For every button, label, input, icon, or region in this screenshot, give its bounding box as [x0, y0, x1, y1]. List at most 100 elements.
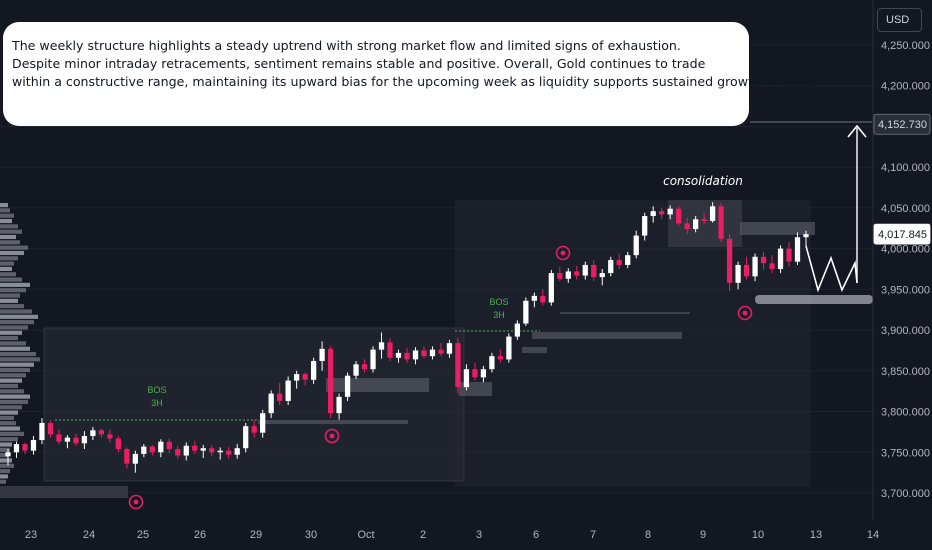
marker-circle-4: [737, 305, 753, 321]
candle: [565, 268, 571, 283]
candle: [438, 343, 444, 357]
y-tick-label: 4,050.000: [881, 203, 930, 215]
volume-bar: [0, 325, 28, 330]
volume-bar: [0, 453, 8, 458]
candle: [506, 333, 512, 363]
candle: [370, 346, 376, 373]
candle: [234, 444, 240, 459]
analysis-note[interactable]: The weekly structure highlights a steady…: [3, 22, 819, 126]
target-zone: [755, 295, 873, 304]
svg-text:4,152.730: 4,152.730: [878, 119, 927, 131]
volume-bar: [0, 266, 12, 271]
volume-bar: [0, 272, 16, 277]
price-label: 4,152.730: [873, 113, 931, 135]
bos-label-1: BOS: [147, 385, 166, 395]
volume-bar: [0, 426, 20, 431]
candle: [472, 362, 478, 381]
y-tick-label: 3,950.000: [881, 284, 930, 296]
x-tick-label: 24: [83, 529, 95, 541]
time-axis[interactable]: 23 24 25 26 29 30 Oct 2 3 6 7 8 9 10 13 14: [25, 529, 879, 541]
candle: [200, 444, 206, 458]
candle: [463, 364, 470, 391]
volume-bar: [0, 442, 12, 447]
candle: [684, 217, 690, 234]
x-tick-label: 2: [420, 529, 426, 541]
volume-bar: [0, 415, 14, 420]
y-tick-label: 4,200.000: [881, 81, 930, 93]
candle: [599, 269, 605, 286]
y-tick-label: 3,900.000: [881, 325, 930, 337]
candle: [81, 431, 88, 450]
candle: [277, 383, 283, 406]
volume-bar: [0, 250, 24, 256]
candle: [132, 450, 138, 473]
volume-bar: [0, 378, 22, 383]
x-tick-label: 9: [700, 529, 706, 541]
volume-bar: [0, 362, 34, 367]
x-tick-label: 14: [867, 529, 879, 541]
candle: [786, 242, 792, 267]
volume-bar: [0, 479, 6, 484]
volume-bar: [0, 314, 38, 319]
candle: [251, 419, 257, 438]
volume-bar: [0, 261, 14, 266]
order-block-5: [532, 332, 682, 339]
candle: [760, 251, 767, 270]
volume-bar: [0, 203, 8, 208]
y-tick-label: 3,750.000: [881, 447, 930, 459]
candle: [183, 442, 189, 461]
volume-bar: [0, 245, 28, 250]
volume-bar: [0, 229, 22, 234]
candle: [268, 390, 274, 419]
candle: [709, 202, 716, 223]
range-box-left: [43, 327, 465, 482]
volume-bar: [0, 437, 18, 442]
volume-bar: [0, 277, 22, 282]
volume-bar: [0, 240, 20, 245]
candle: [395, 349, 402, 363]
x-tick-label: Oct: [357, 529, 374, 541]
candle: [294, 370, 300, 389]
candle: [633, 230, 639, 259]
x-tick-label: 25: [137, 529, 149, 541]
volume-bar: [0, 405, 22, 410]
candle: [769, 255, 775, 274]
volume-bar: [0, 234, 16, 240]
y-tick-label: 4,100.000: [881, 162, 930, 174]
candle: [209, 444, 215, 457]
volume-bar: [0, 320, 34, 325]
bos-tf-label-2: 3H: [493, 310, 505, 320]
y-tick-label: 3,800.000: [881, 407, 930, 419]
volume-bar: [0, 367, 30, 373]
note-line-1: The weekly structure highlights a steady…: [12, 38, 681, 53]
x-tick-label: 3: [476, 529, 482, 541]
x-tick-label: 10: [752, 529, 764, 541]
order-block-7: [522, 347, 547, 353]
candle: [523, 297, 529, 327]
bos-tf-label-1: 3H: [151, 398, 163, 408]
volume-bar: [0, 474, 8, 479]
order-block-3: [326, 378, 429, 392]
x-tick-label: 26: [194, 529, 206, 541]
x-tick-label: 13: [810, 529, 822, 541]
candle: [726, 233, 733, 291]
y-tick-label: 4,000.000: [881, 244, 930, 256]
chart-annotations: consolidation BOS 3H BOS 3H: [147, 174, 742, 408]
markers: [128, 245, 753, 510]
candle: [557, 266, 563, 282]
candle: [693, 216, 699, 233]
candle: [404, 348, 410, 363]
candle: [455, 338, 461, 394]
candle: [319, 341, 325, 371]
x-tick-label: 6: [533, 529, 539, 541]
candle: [480, 365, 487, 383]
candle: [243, 422, 249, 453]
volume-bar: [0, 458, 12, 463]
currency-button[interactable]: USD: [877, 8, 922, 32]
volume-bar: [0, 373, 26, 378]
candle: [794, 232, 801, 265]
x-tick-label: 30: [305, 529, 317, 541]
marker-circle-2: [324, 428, 340, 444]
candle: [429, 346, 436, 360]
candles: [5, 202, 809, 473]
